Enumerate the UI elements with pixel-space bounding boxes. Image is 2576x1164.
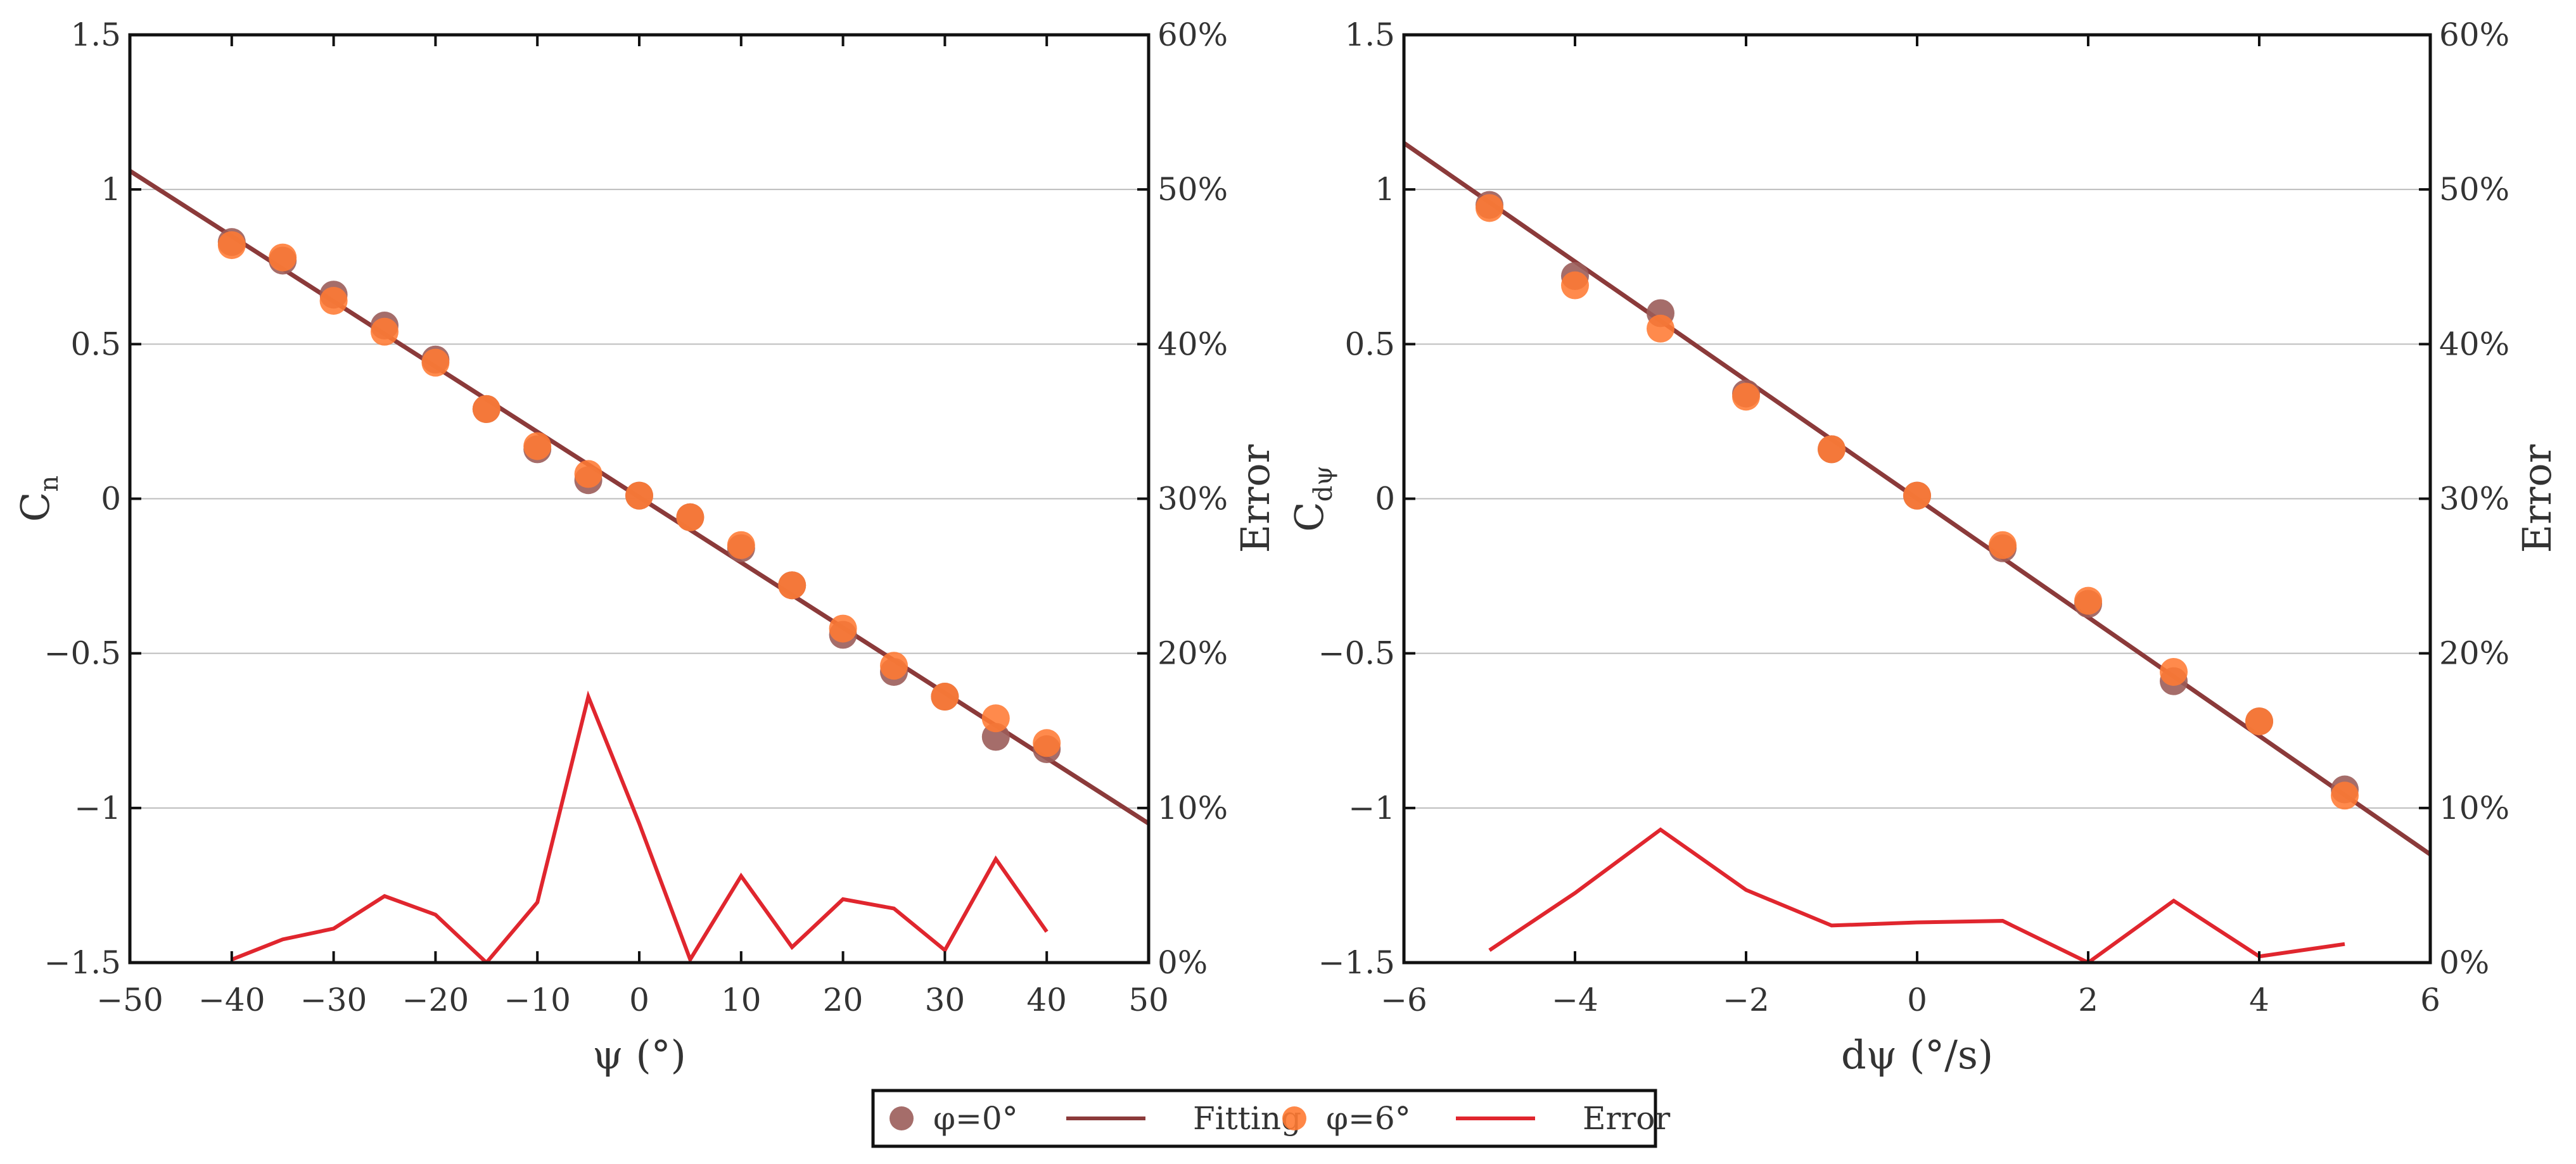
marker-phi6	[371, 317, 399, 346]
y-axis-label-subscript: n	[35, 476, 64, 492]
y-axis-label-main: C	[1286, 502, 1332, 531]
y-tick-label: 1.5	[70, 16, 121, 53]
y-tick-label: −0.5	[44, 635, 121, 672]
legend-marker	[889, 1106, 914, 1130]
marker-phi6	[625, 481, 653, 510]
marker-phi6	[1732, 383, 1760, 411]
y2-tick-label: 10%	[1157, 790, 1228, 826]
marker-phi6	[1989, 531, 2017, 559]
marker-phi6	[2074, 586, 2102, 615]
y-axis-label: Cn	[12, 476, 64, 522]
y2-tick-label: 30%	[2439, 481, 2509, 517]
x-tick-label: 40	[1026, 982, 1067, 1018]
x-tick-label: −10	[504, 982, 571, 1018]
marker-phi6	[472, 395, 501, 423]
y-tick-label: 0	[101, 481, 121, 517]
marker-phi6	[1903, 481, 1931, 510]
legend: φ=0° Fitting φ=6° Error	[871, 1089, 1670, 1148]
x-tick-label: 50	[1128, 982, 1169, 1018]
y2-axis-label: Error	[2514, 444, 2560, 553]
y2-axis-label: Error	[1232, 444, 1278, 553]
y-axis-label: Cdψ	[1286, 465, 1338, 531]
x-tick-label: 10	[721, 982, 762, 1018]
x-tick-label: 6	[2420, 982, 2440, 1018]
x-tick-label: 2	[2078, 982, 2098, 1018]
y2-tick-label: 40%	[2439, 326, 2509, 362]
marker-phi6	[217, 231, 246, 260]
plot-area	[130, 168, 1149, 963]
x-tick-label: −20	[402, 982, 469, 1018]
marker-phi6	[574, 460, 603, 488]
plot-area	[1404, 141, 2430, 963]
marker-phi6	[676, 503, 705, 531]
x-tick-label: −40	[198, 982, 265, 1018]
x-tick-label: 0	[1907, 982, 1927, 1018]
y2-tick-label: 10%	[2439, 790, 2509, 826]
marker-phi6	[1561, 271, 1589, 300]
marker-phi6	[931, 683, 959, 711]
x-tick-label: −4	[1552, 982, 1598, 1018]
marker-phi6	[778, 571, 807, 600]
y-axis-label-main: C	[12, 492, 58, 522]
x-tick-label: 20	[823, 982, 864, 1018]
marker-phi6	[1476, 194, 1503, 222]
y-tick-label: −1	[1348, 790, 1395, 826]
x-tick-label: −50	[96, 982, 163, 1018]
x-tick-label: 30	[925, 982, 966, 1018]
error-line	[1488, 827, 2345, 963]
marker-phi6	[981, 704, 1010, 733]
y2-tick-label: 20%	[2439, 635, 2509, 672]
x-tick-label: −2	[1723, 982, 1769, 1018]
y-axis-label-subscript: dψ	[1309, 465, 1338, 502]
y2-tick-label: 40%	[1157, 326, 1228, 362]
y2-tick-label: 60%	[1157, 16, 1228, 53]
y2-tick-label: 60%	[2439, 16, 2509, 53]
error-line	[231, 690, 1049, 963]
legend-marker	[1282, 1106, 1306, 1130]
y-tick-label: −1.5	[44, 944, 121, 981]
y2-tick-label: 50%	[1157, 171, 1228, 208]
y2-tick-label: 50%	[2439, 171, 2509, 208]
y2-tick-label: 30%	[1157, 481, 1228, 517]
marker-phi6	[1818, 435, 1846, 464]
y-tick-label: 0.5	[70, 326, 121, 362]
y2-tick-label: 0%	[2439, 944, 2489, 981]
marker-phi6	[829, 614, 857, 643]
marker-phi6	[319, 286, 348, 315]
x-axis-label: dψ (°/s)	[1841, 1032, 1993, 1078]
marker-phi6	[2331, 781, 2359, 810]
y-tick-label: −1.5	[1318, 944, 1395, 981]
marker-phi6	[1033, 729, 1061, 757]
y-tick-label: 1	[1375, 171, 1395, 208]
marker-phi6	[523, 432, 552, 460]
y-tick-label: 1.5	[1344, 16, 1395, 53]
x-tick-label: 0	[629, 982, 649, 1018]
legend-label: φ=0°	[933, 1100, 1018, 1137]
y-tick-label: 0	[1375, 481, 1395, 517]
x-tick-label: −30	[300, 982, 367, 1018]
x-axis-label: ψ (°)	[592, 1032, 686, 1078]
y-tick-label: −0.5	[1318, 635, 1395, 672]
marker-phi6	[2160, 657, 2188, 686]
marker-phi6	[269, 243, 297, 272]
chart-panel-1: −50 −40 −30 −20 −10 0 10 20 30 40 50 −1.5 −1 −0.5 0 0.5…	[12, 16, 1278, 1078]
marker-phi6	[2245, 707, 2273, 736]
y-tick-label: 0.5	[1344, 326, 1395, 362]
marker-phi6	[727, 531, 755, 559]
y2-tick-label: 20%	[1157, 635, 1228, 672]
marker-phi6	[1647, 314, 1674, 343]
chart-panel-2: −6 −4 −2 0 2 4 6 −1.5 −1 −0.5 0 0.5 1 1.5 0% 10% 20% 30% 4…	[1286, 16, 2560, 1078]
y-tick-label: 1	[101, 171, 121, 208]
x-tick-label: −6	[1380, 982, 1427, 1018]
marker-phi6	[880, 652, 908, 680]
marker-phi6	[421, 348, 450, 377]
x-tick-label: 4	[2249, 982, 2269, 1018]
legend-label: Error	[1583, 1100, 1670, 1137]
y2-tick-label: 0%	[1157, 944, 1208, 981]
y-tick-label: −1	[74, 790, 121, 826]
legend-label: φ=6°	[1326, 1100, 1411, 1137]
